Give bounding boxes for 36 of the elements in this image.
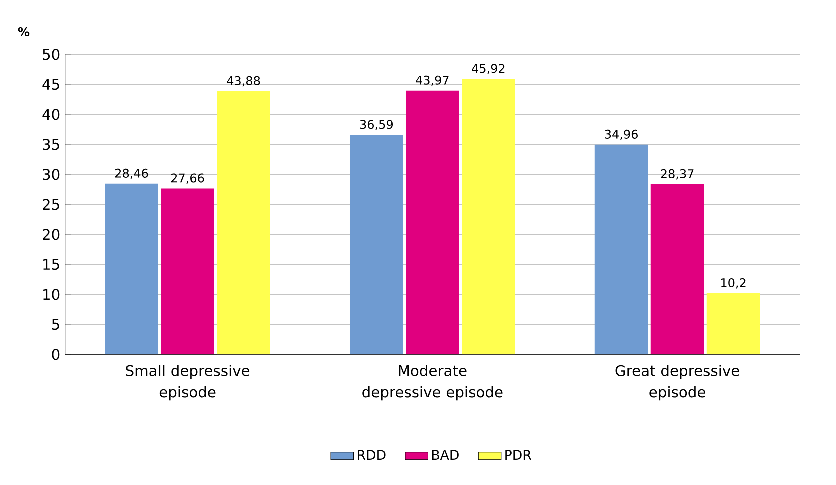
bar — [650, 184, 704, 355]
bar — [105, 184, 158, 355]
bar — [706, 293, 760, 355]
y-tick-label: 50 — [43, 48, 60, 60]
data-label: 10,2 — [722, 278, 746, 289]
y-tick-label: 35 — [43, 138, 60, 150]
legend-label: RDD — [358, 450, 386, 460]
y-tick-label: 45 — [42, 79, 60, 90]
x-tick-label: Moderate depressive episode — [362, 364, 503, 400]
data-label: 27,66 — [171, 174, 204, 184]
bar — [350, 134, 404, 355]
data-label: 43,97 — [416, 76, 449, 86]
y-tick-label: 20 — [43, 228, 60, 240]
data-label: 45,92 — [472, 64, 505, 74]
y-tick-label: 40 — [42, 108, 60, 120]
bar — [217, 91, 270, 355]
bar — [594, 144, 648, 355]
data-label: 36,59 — [360, 120, 393, 130]
y-tick-label: 25 — [43, 198, 60, 210]
legend-label: BAD — [432, 450, 459, 460]
data-label: 28,37 — [661, 169, 694, 180]
y-axis-title: % — [18, 27, 30, 36]
x-tick-label: Great depressive episode — [616, 364, 740, 400]
data-label: 28,46 — [115, 168, 148, 180]
x-tick-label: Small depressive episode — [126, 364, 250, 400]
data-label: 43,88 — [227, 76, 260, 87]
y-tick-label: 10 — [44, 288, 60, 300]
data-label: 34,96 — [605, 130, 638, 140]
bar — [462, 78, 516, 355]
y-tick-label: 15 — [44, 259, 60, 270]
y-tick-label: 0 — [52, 348, 60, 360]
bar — [161, 188, 214, 355]
y-tick-label: 30 — [43, 168, 60, 180]
bar — [406, 90, 460, 355]
legend-label: PDR — [506, 450, 532, 460]
y-tick-label: 5 — [52, 319, 60, 330]
